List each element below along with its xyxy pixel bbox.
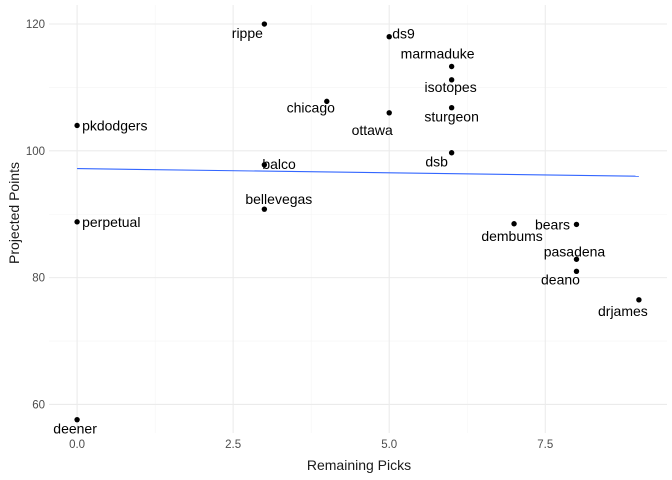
x-tick-label: 5.0 — [381, 439, 397, 451]
trend-line — [77, 168, 639, 177]
data-point-dsb — [448, 150, 455, 156]
point-label-drjames: drjames — [598, 303, 648, 319]
trend-line-group — [77, 168, 639, 177]
point-label-deano: deano — [541, 271, 580, 287]
data-point-sturgeon — [448, 105, 455, 111]
point-label-balco: balco — [262, 156, 296, 172]
point-label-ds9: ds9 — [392, 26, 415, 42]
x-axis-title: Remaining Picks — [307, 457, 411, 473]
point-label-deener: deener — [53, 421, 97, 437]
point-label-dsb: dsb — [425, 154, 448, 170]
point-label-bellevegas: bellevegas — [245, 191, 312, 207]
point-label-dembums: dembums — [481, 228, 542, 244]
data-point-drjames — [636, 297, 642, 303]
grid — [49, 5, 667, 433]
data-point-marmaduke — [448, 63, 455, 70]
point-label-pkdodgers: pkdodgers — [82, 117, 147, 133]
x-tick-label: 0.0 — [69, 439, 85, 451]
data-points — [74, 21, 642, 423]
tick-labels: 0.0 2.5 5.0 7.5 60 80 100 120 — [26, 19, 553, 451]
x-tick-label: 7.5 — [537, 439, 553, 451]
data-point-bears — [573, 221, 580, 228]
point-label-perpetual: perpetual — [82, 214, 140, 230]
x-tick-label: 2.5 — [225, 439, 241, 451]
data-point-ds9 — [386, 34, 392, 40]
y-axis-title: Projected Points — [6, 162, 22, 264]
data-point-dembums — [511, 221, 517, 227]
point-label-chicago: chicago — [287, 99, 335, 115]
y-tick-label: 60 — [32, 399, 45, 411]
point-label-rippe: rippe — [232, 25, 263, 41]
data-point-deener — [74, 416, 80, 423]
point-label-bears: bears — [535, 216, 570, 232]
y-tick-label: 80 — [32, 273, 45, 285]
point-label-sturgeon: sturgeon — [424, 109, 478, 125]
data-point-pkdodgers — [74, 122, 80, 129]
y-tick-label: 100 — [26, 146, 45, 158]
point-label-isotopes: isotopes — [425, 79, 477, 95]
data-point-bellevegas — [261, 206, 268, 212]
data-point-pasadena — [573, 256, 580, 262]
data-point-ottawa — [386, 110, 392, 116]
data-point-rippe — [261, 21, 268, 27]
point-labels: rippe ds9 marmaduke isotopes chicago sturgeon… — [53, 25, 648, 437]
point-label-marmaduke: marmaduke — [401, 46, 475, 62]
data-point-deano — [573, 268, 580, 275]
point-label-pasadena: pasadena — [544, 243, 606, 259]
data-point-balco — [261, 162, 268, 168]
y-tick-label: 120 — [26, 19, 45, 31]
point-label-ottawa: ottawa — [352, 122, 393, 138]
data-point-perpetual — [74, 219, 80, 225]
data-point-chicago — [324, 98, 330, 105]
data-point-isotopes — [448, 77, 455, 83]
